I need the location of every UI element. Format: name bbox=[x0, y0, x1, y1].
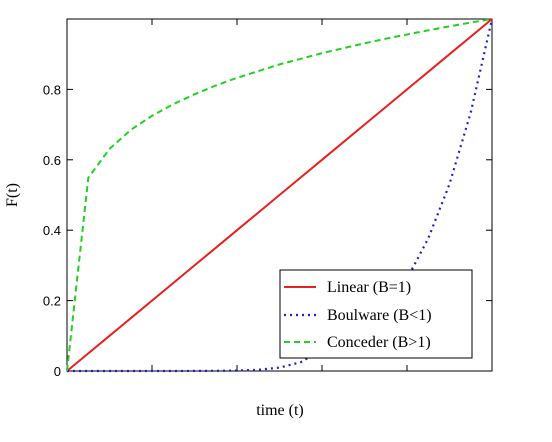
legend-label-linear: Linear (B=1) bbox=[327, 279, 411, 296]
legend-label-conceder: Conceder (B>1) bbox=[327, 334, 431, 351]
series-layer bbox=[66, 18, 494, 373]
y-tick-label-2: 0.4 bbox=[43, 223, 61, 238]
y-axis-title: F(t) bbox=[4, 183, 21, 207]
y-tick-label-4: 0.8 bbox=[43, 82, 61, 97]
y-tick-label-1: 0.2 bbox=[43, 294, 61, 309]
legend: Linear (B=1) Boulware (B<1) Conceder (B>… bbox=[279, 269, 473, 359]
x-axis-title: time (t) bbox=[256, 402, 304, 419]
y-axis-ticks: 0 0.2 0.4 0.6 0.8 bbox=[43, 82, 492, 379]
series-line-0 bbox=[66, 18, 493, 372]
series-line-1 bbox=[67, 18, 494, 373]
legend-box bbox=[279, 269, 473, 359]
y-tick-label-0: 0 bbox=[54, 364, 61, 379]
legend-label-boulware: Boulware (B<1) bbox=[327, 307, 432, 324]
series-line-2 bbox=[66, 18, 493, 372]
y-tick-label-3: 0.6 bbox=[43, 153, 61, 168]
plot-frame bbox=[66, 18, 493, 372]
